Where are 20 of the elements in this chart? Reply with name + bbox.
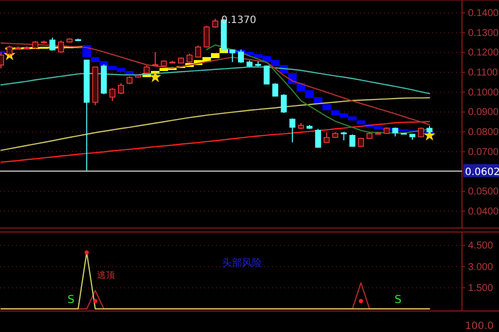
y-tick-label: 0.0900: [468, 107, 499, 118]
text: 100.0: [465, 321, 494, 332]
y-tick-label: 0.1100: [468, 68, 498, 79]
y-tick-label: 1.500: [468, 282, 494, 294]
annotation: 头部风险: [222, 257, 262, 269]
y-tick-label: 0.0700: [468, 146, 499, 158]
y-tick-label: 0.1400: [468, 8, 499, 20]
annotation: S: [68, 293, 75, 306]
ref-line-label: 0.0602: [465, 167, 499, 178]
annotation: S: [394, 293, 402, 306]
y-tick-label: 0.1200: [468, 48, 499, 59]
y-tick-label: 0.0500: [468, 186, 499, 198]
annotation: 逃顶: [97, 270, 115, 281]
y-tick-label: 0.0800: [468, 127, 499, 138]
y-tick-label: 0.0400: [468, 206, 499, 218]
y-tick-label: 4.500: [468, 240, 494, 252]
y-tick-label: 0.1300: [468, 28, 499, 39]
y-tick-label: 0.1000: [468, 87, 499, 98]
y-tick-label: 3.000: [468, 262, 494, 273]
annotation: 0.1370: [221, 14, 256, 26]
